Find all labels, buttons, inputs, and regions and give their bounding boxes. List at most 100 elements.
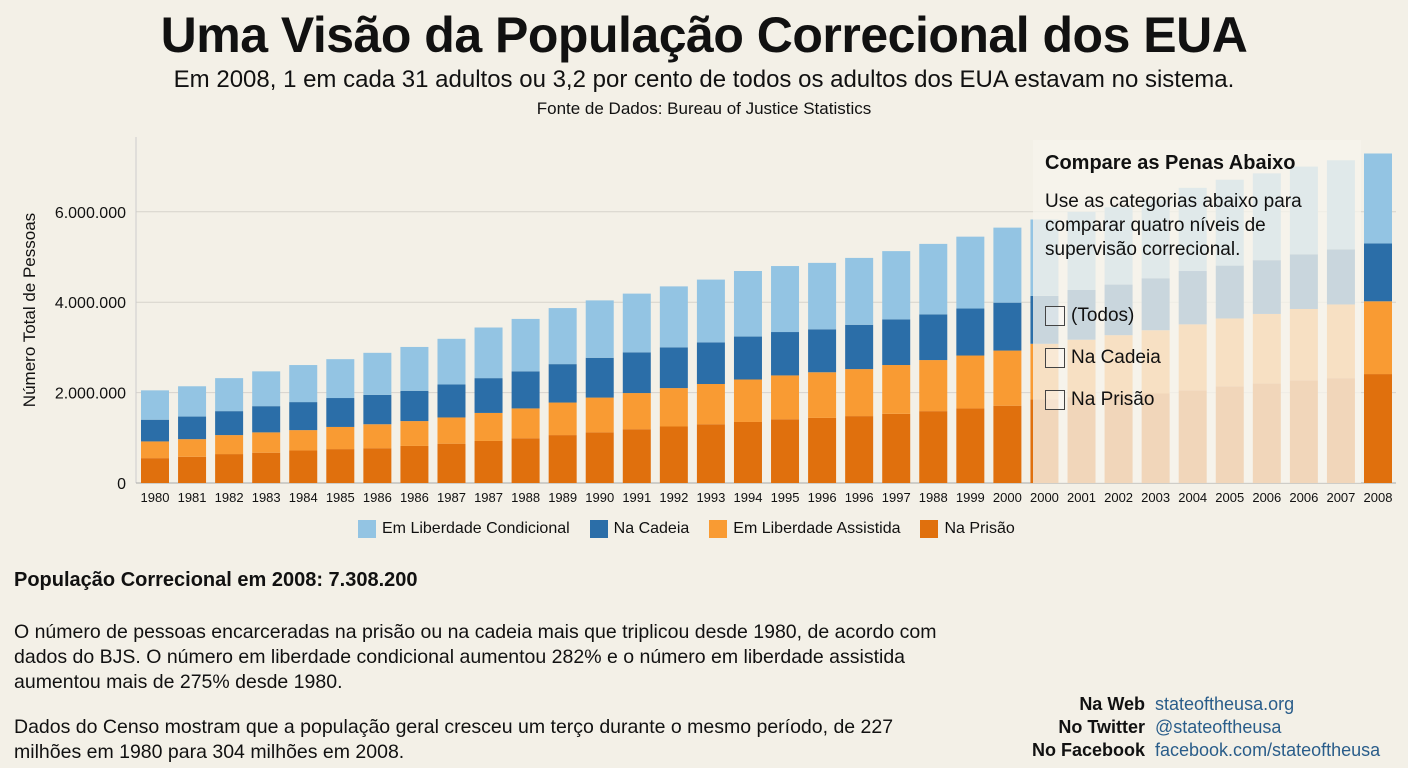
- bar-segment-em-liberdade-condicional: [622, 293, 651, 353]
- x-tick-label: 1984: [289, 490, 318, 505]
- bar-segment-em-liberdade-assistida: [141, 441, 169, 459]
- panel-description: Use as categorias abaixo para comparar q…: [1045, 191, 1302, 260]
- bar-segment-em-liberdade-assistida: [548, 402, 577, 436]
- bar-segment-na-prisão: [696, 424, 725, 483]
- bar-segment-na-cadeia: [1364, 243, 1392, 302]
- bar-segment-na-prisão: [141, 458, 169, 483]
- x-tick-label: 2004: [1178, 490, 1207, 505]
- bar-segment-na-cadeia: [882, 319, 911, 366]
- bar-segment-na-prisão: [771, 419, 800, 483]
- bar-segment-na-cadeia: [733, 336, 762, 380]
- x-tick-label: 1980: [141, 490, 170, 505]
- x-tick-label: 1985: [326, 490, 355, 505]
- checkbox-icon[interactable]: [1045, 390, 1065, 410]
- legend-item-parole[interactable]: Em Liberdade Condicional: [358, 520, 570, 538]
- checkbox-icon[interactable]: [1045, 348, 1065, 368]
- bar-segment-na-cadeia: [845, 324, 874, 370]
- bar-segment-na-cadeia: [178, 416, 207, 440]
- bar-segment-em-liberdade-condicional: [733, 271, 762, 337]
- bar-segment-em-liberdade-condicional: [956, 236, 985, 309]
- twitter-link[interactable]: @stateoftheusa: [1155, 717, 1282, 737]
- bar-segment-em-liberdade-condicional: [882, 251, 911, 320]
- x-tick-label: 1986: [400, 490, 429, 505]
- legend-label: Em Liberdade Assistida: [733, 520, 901, 537]
- bar-segment-em-liberdade-assistida: [252, 432, 281, 453]
- x-tick-label: 2006: [1252, 490, 1281, 505]
- bar-segment-na-prisão: [659, 426, 688, 483]
- filter-checkbox-prison[interactable]: Na Prisão: [1045, 389, 1154, 411]
- legend-item-prison[interactable]: Na Prisão: [920, 520, 1015, 538]
- social-links: Na Web stateoftheusa.org No Twitter @state…: [1032, 693, 1390, 762]
- bar-segment-em-liberdade-assistida: [696, 384, 725, 425]
- x-tick-label: 2003: [1141, 490, 1170, 505]
- bar-segment-na-cadeia: [363, 394, 392, 425]
- population-stat: População Correcional em 2008: 7.308.200: [14, 569, 418, 591]
- bar-segment-em-liberdade-assistida: [659, 388, 688, 427]
- legend-item-probation[interactable]: Em Liberdade Assistida: [709, 520, 900, 538]
- x-tick-label: 1993: [696, 490, 725, 505]
- bar-segment-na-cadeia: [808, 329, 837, 373]
- x-tick-label: 1983: [252, 490, 281, 505]
- bar-segment-em-liberdade-assistida: [437, 417, 466, 444]
- legend-swatch: [920, 520, 939, 538]
- bar-segment-na-cadeia: [696, 342, 725, 385]
- bar-segment-na-cadeia: [771, 332, 800, 376]
- bar-segment-na-cadeia: [400, 390, 429, 422]
- checkbox-label: (Todos): [1071, 305, 1135, 326]
- bar-segment-na-cadeia: [956, 308, 985, 356]
- bar-segment-na-prisão: [437, 443, 466, 483]
- page-subtitle: Em 2008, 1 em cada 31 adultos ou 3,2 por…: [173, 66, 1235, 93]
- bar-segment-em-liberdade-condicional: [585, 300, 614, 358]
- legend-label: Na Cadeia: [613, 520, 690, 537]
- bar-segment-em-liberdade-assistida: [808, 372, 837, 418]
- web-link[interactable]: stateoftheusa.org: [1155, 694, 1295, 714]
- checkbox-icon[interactable]: [1045, 306, 1065, 326]
- legend-swatch: [709, 520, 728, 538]
- x-tick-label: 2000: [993, 490, 1022, 505]
- y-tick-label: 0: [117, 476, 126, 493]
- page-title: Uma Visão da População Correcional dos E…: [160, 7, 1248, 63]
- x-tick-label: 2007: [1326, 490, 1355, 505]
- bar-segment-em-liberdade-condicional: [659, 286, 688, 348]
- x-tick-label: 1992: [659, 490, 688, 505]
- bar-segment-na-cadeia: [622, 352, 651, 394]
- bar-segment-em-liberdade-condicional: [215, 378, 244, 412]
- bar-segment-na-cadeia: [437, 384, 466, 418]
- bar-segment-em-liberdade-condicional: [400, 346, 429, 391]
- bar-segment-em-liberdade-condicional: [326, 359, 355, 399]
- bar-segment-em-liberdade-assistida: [363, 424, 392, 449]
- bar-segment-na-prisão: [919, 411, 948, 483]
- bar-segment-na-cadeia: [141, 419, 169, 442]
- compare-filter-panel: Compare as Penas Abaixo Use as categoria…: [1033, 140, 1361, 483]
- bar-segment-em-liberdade-condicional: [437, 338, 466, 385]
- bar-segment-em-liberdade-condicional: [771, 266, 800, 333]
- bar-segment-em-liberdade-condicional: [548, 308, 577, 365]
- bar-segment-na-cadeia: [215, 411, 244, 436]
- bar-segment-na-cadeia: [993, 302, 1022, 351]
- filter-checkbox-all[interactable]: (Todos): [1045, 305, 1134, 327]
- bar-segment-em-liberdade-condicional: [696, 279, 725, 343]
- bar-segment-na-prisão: [845, 416, 874, 483]
- legend-swatch: [358, 520, 376, 538]
- y-tick-label: 6.000.000: [55, 205, 126, 222]
- bar-segment-na-prisão: [289, 450, 318, 483]
- bar-segment-na-prisão: [956, 408, 985, 483]
- bar-segment-em-liberdade-condicional: [178, 386, 207, 417]
- bar-segment-em-liberdade-condicional: [474, 327, 503, 379]
- facebook-link[interactable]: facebook.com/stateoftheusa: [1155, 740, 1381, 760]
- x-tick-label: 1996: [808, 490, 837, 505]
- bar-segment-na-cadeia: [252, 406, 281, 433]
- filter-checkbox-jail[interactable]: Na Cadeia: [1045, 347, 1161, 369]
- bar-segment-em-liberdade-condicional: [252, 371, 281, 407]
- bar-segment-em-liberdade-assistida: [733, 379, 762, 422]
- bar-segment-em-liberdade-condicional: [808, 262, 837, 330]
- data-source: Fonte de Dados: Bureau of Justice Statis…: [536, 99, 872, 118]
- bar-segment-em-liberdade-assistida: [993, 350, 1022, 406]
- bar-segment-em-liberdade-assistida: [400, 421, 429, 446]
- bar-segment-em-liberdade-condicional: [1364, 153, 1392, 244]
- bar-segment-em-liberdade-condicional: [845, 257, 874, 325]
- legend-item-jail[interactable]: Na Cadeia: [589, 520, 690, 538]
- x-tick-label: 2002: [1104, 490, 1133, 505]
- x-tick-label: 1995: [771, 490, 800, 505]
- x-tick-label: 1999: [956, 490, 985, 505]
